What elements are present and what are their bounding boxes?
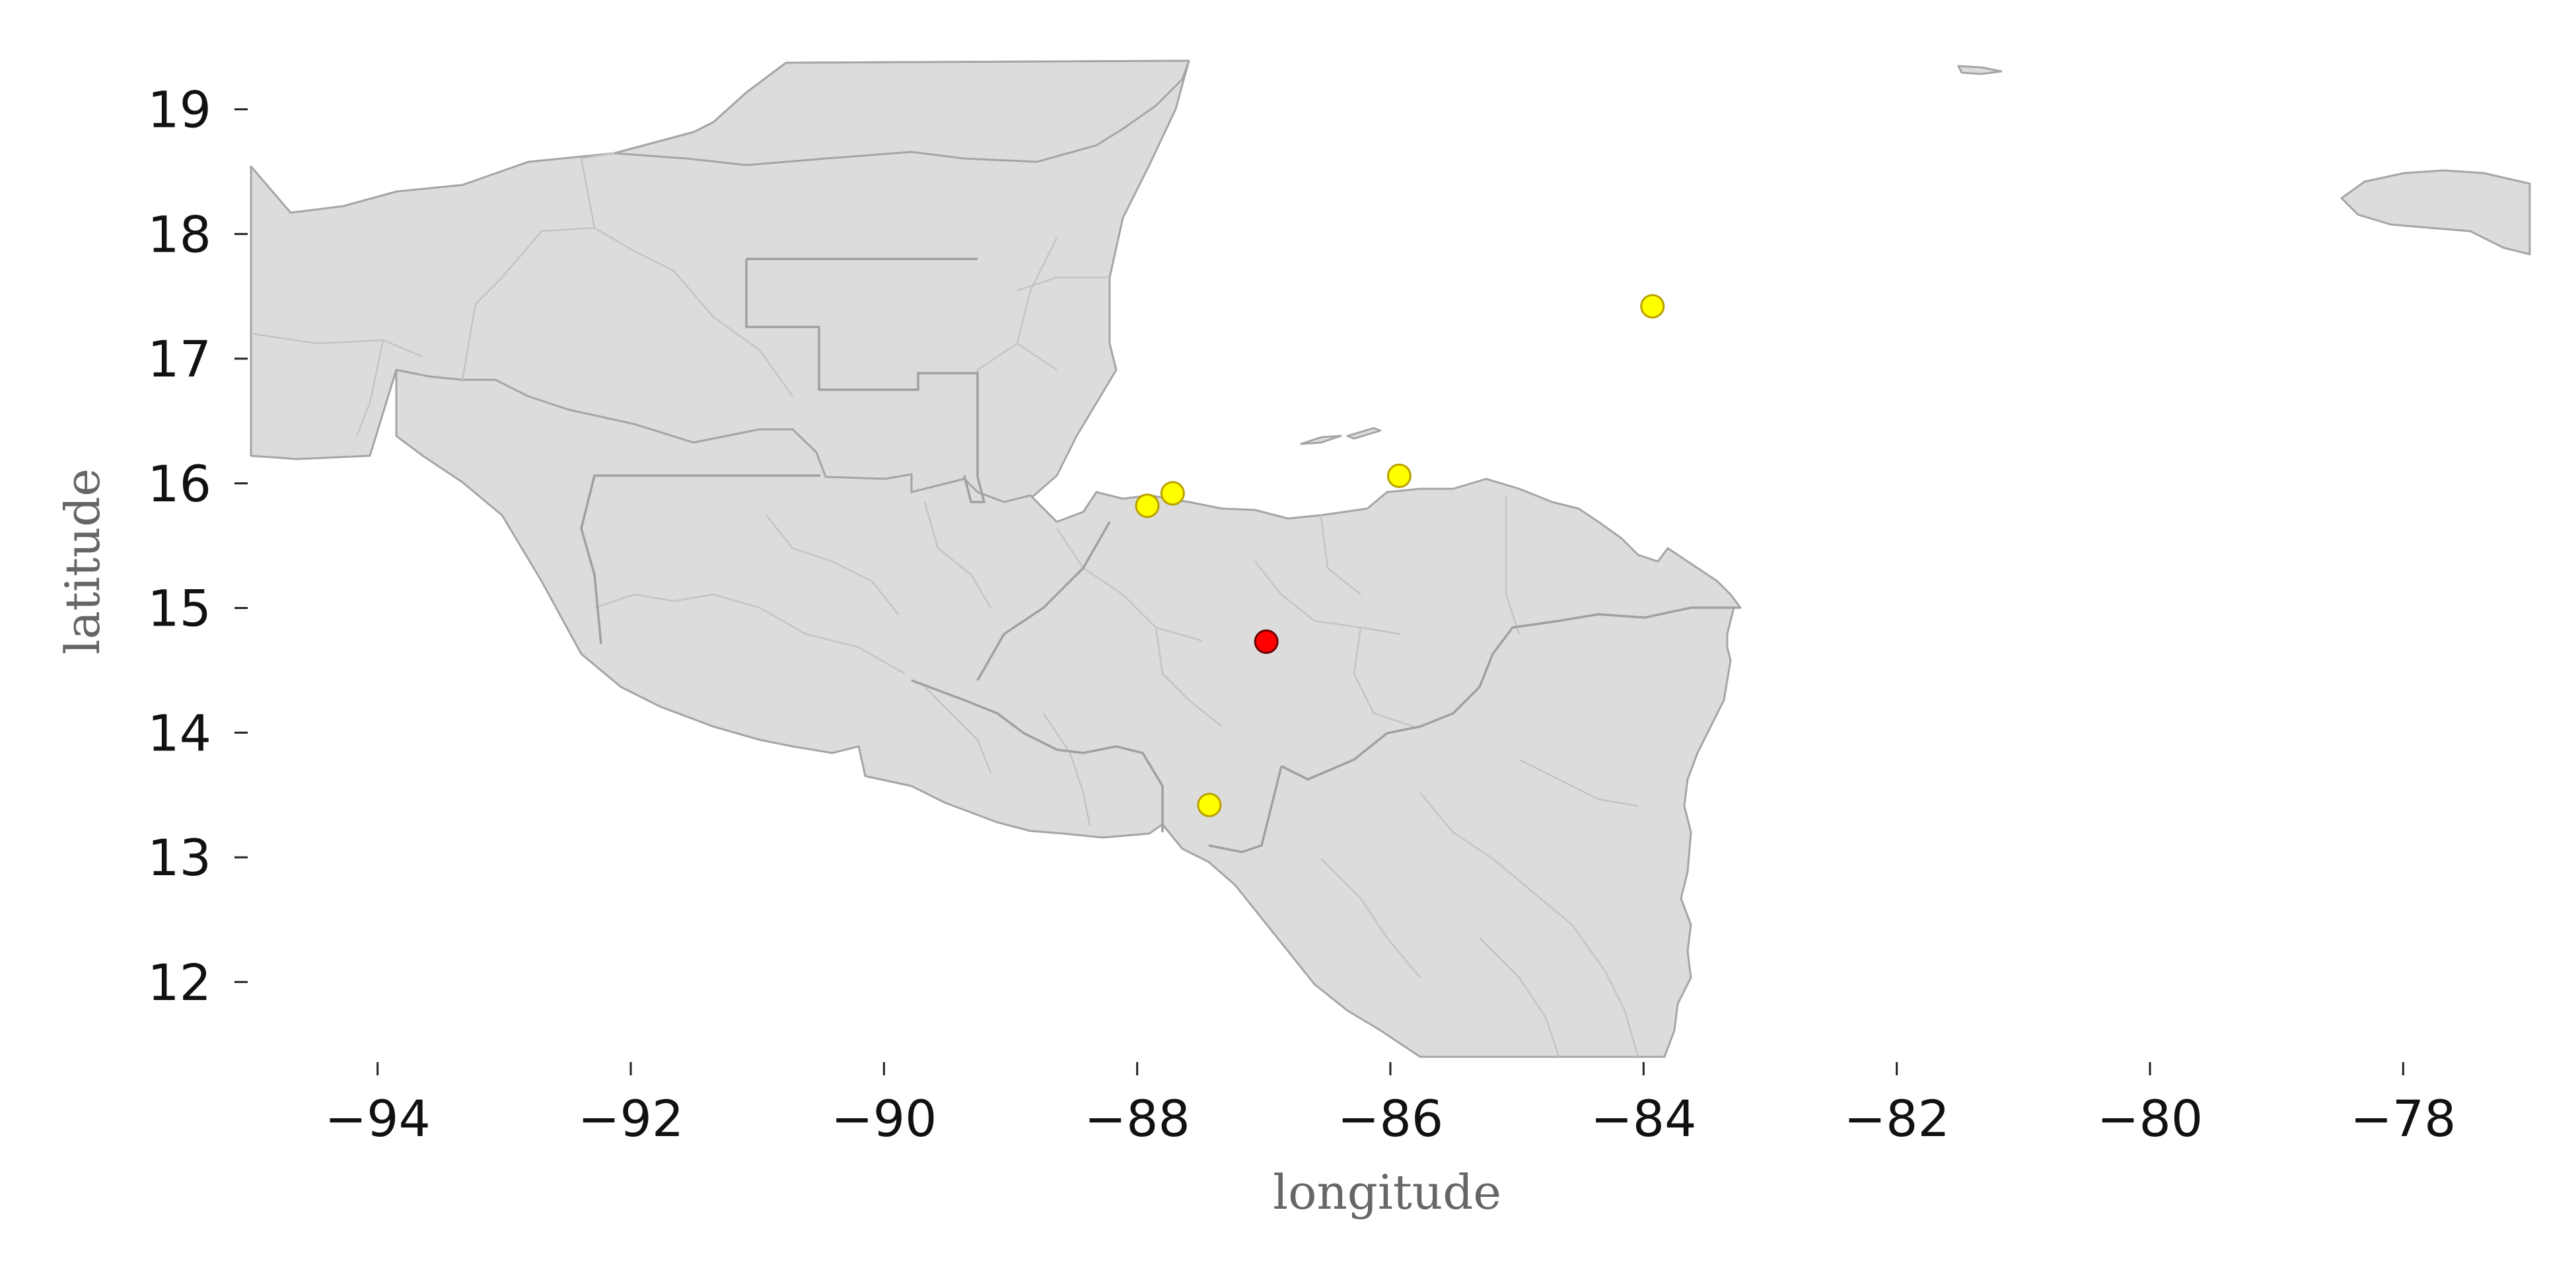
- x-tick-label: −90: [831, 1089, 937, 1148]
- y-tick-label: 15: [147, 579, 211, 638]
- x-tick-label: −94: [324, 1089, 430, 1148]
- land-bay-island: [1346, 427, 1382, 440]
- y-axis-title: latitude: [55, 468, 110, 655]
- y-tick-label: 12: [147, 953, 211, 1012]
- map-area: [250, 59, 2531, 1058]
- land-islet: [1957, 65, 2003, 75]
- x-tick-label: −92: [578, 1089, 684, 1148]
- y-tick-label: 17: [147, 330, 211, 388]
- location-marker-secondary: [1135, 493, 1160, 519]
- y-tick-label: 18: [147, 205, 211, 264]
- x-axis-title: longitude: [1273, 1164, 1501, 1220]
- y-tick-label: 13: [147, 828, 211, 887]
- x-tick-label: −88: [1084, 1089, 1190, 1148]
- y-axis: 19 18 17 16 15 14 13 12: [147, 81, 248, 1012]
- y-tick-label: 16: [147, 454, 211, 513]
- land-central-america: [395, 369, 1742, 1058]
- location-marker-secondary: [1160, 481, 1185, 506]
- land-jamaica: [2340, 169, 2531, 256]
- location-marker-secondary: [1386, 463, 1412, 488]
- location-marker-secondary: [1640, 294, 1665, 319]
- x-tick-label: −86: [1338, 1089, 1443, 1148]
- y-tick-label: 19: [147, 81, 211, 139]
- x-tick-label: −82: [1843, 1089, 1949, 1148]
- admin-boundaries: [250, 152, 1639, 1057]
- location-marker-primary: [1254, 629, 1279, 654]
- x-tick-label: −78: [2350, 1089, 2456, 1148]
- x-tick-label: −84: [1591, 1089, 1696, 1148]
- y-tick-label: 14: [147, 703, 211, 762]
- x-tick-label: −80: [2097, 1089, 2203, 1148]
- points-layer: [1135, 294, 1665, 818]
- location-marker-secondary: [1197, 793, 1222, 818]
- x-axis: −94 −92 −90 −88 −86 −84 −82 −80 −78: [324, 1062, 2456, 1148]
- national-borders: [580, 258, 1740, 853]
- land-bay-island: [1300, 435, 1342, 445]
- land-north-yucatan-coast: [613, 59, 1190, 166]
